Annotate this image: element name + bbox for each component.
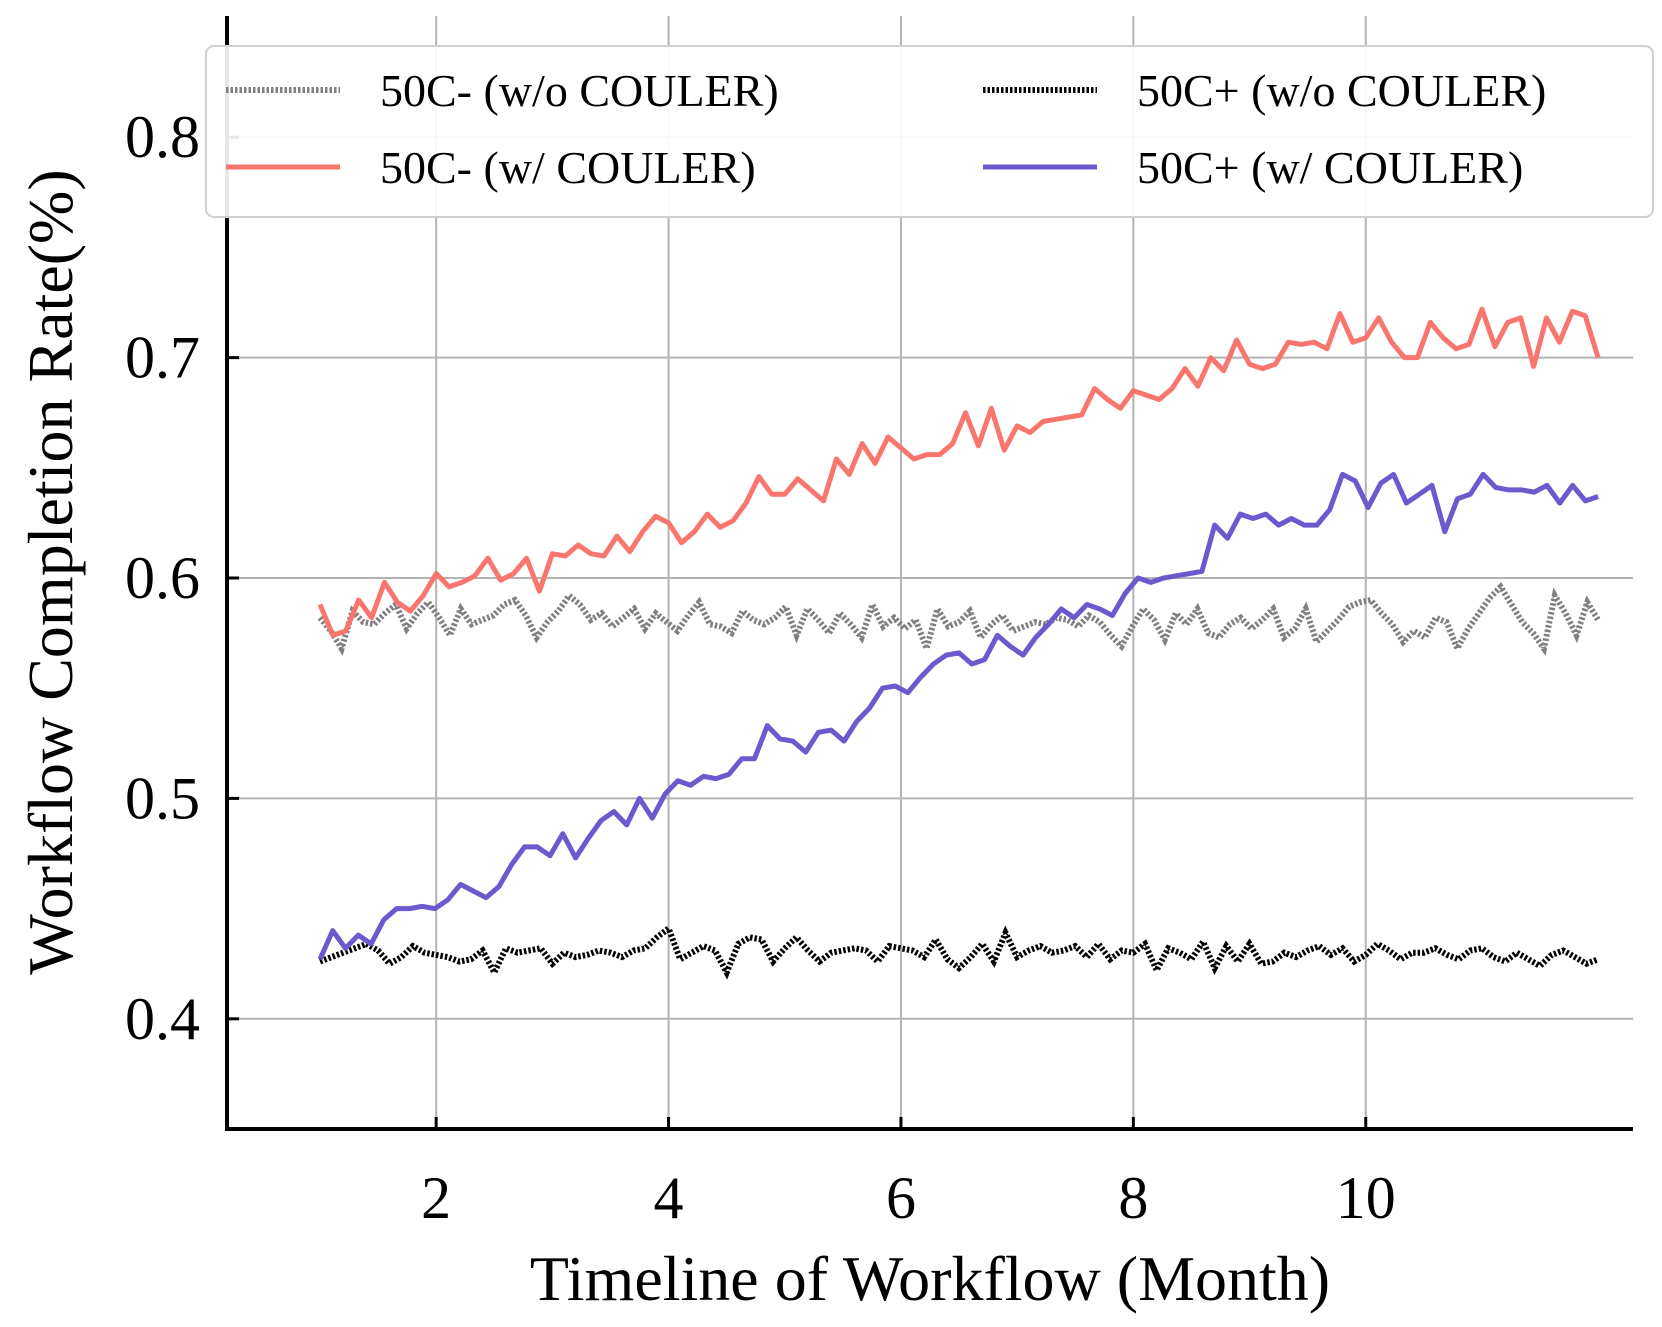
y-tick-label: 0.4 (125, 986, 200, 1052)
x-tick-label: 8 (1118, 1165, 1148, 1231)
legend-box (205, 45, 1654, 218)
y-tick-label: 0.5 (125, 765, 200, 831)
series-line-2 (318, 923, 1600, 980)
legend-label-3: 50C- (w/ COULER) (380, 142, 756, 193)
x-tick-label: 2 (421, 1165, 451, 1231)
x-axis-title: Timeline of Workflow (Month) (530, 1243, 1330, 1314)
legend-label-4: 50C+ (w/ COULER) (1137, 142, 1523, 193)
legend-label-1: 50C- (w/o COULER) (380, 65, 779, 116)
legend: 50C- (w/o COULER) 50C+ (w/o COULER) 50C- (… (205, 45, 1654, 218)
series-line-3 (317, 306, 1601, 638)
x-ticks: 2 4 6 8 10 (421, 1117, 1396, 1231)
y-tick-label: 0.8 (125, 104, 200, 170)
x-tick-label: 6 (886, 1165, 916, 1231)
y-ticks: 0.4 0.5 0.6 0.7 0.8 (125, 104, 239, 1052)
series-line-1 (317, 581, 1601, 659)
y-axis-title: Workflow Completion Rate(%) (15, 169, 86, 974)
x-tick-label: 4 (654, 1165, 684, 1231)
series-line-4 (317, 471, 1599, 961)
legend-label-2: 50C+ (w/o COULER) (1137, 65, 1546, 116)
series-lines (317, 306, 1601, 980)
x-tick-label: 10 (1336, 1165, 1396, 1231)
y-tick-label: 0.7 (125, 325, 200, 391)
y-tick-label: 0.6 (125, 545, 200, 611)
